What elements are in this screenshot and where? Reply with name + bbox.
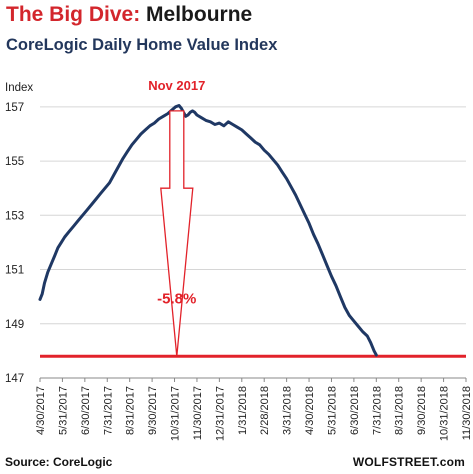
chart-title-part2: Melbourne [146,3,253,26]
drop-label: -5.8% [157,290,196,307]
x-tick-label: 3/31/2018 [282,386,294,435]
x-tick-label: 11/30/2018 [461,386,473,440]
x-tick-label: 6/30/2017 [80,386,92,435]
y-tick-label: 155 [5,156,24,168]
drop-arrow [160,110,194,357]
y-tick-label: 149 [5,319,24,331]
chart-title: The Big Dive: Melbourne [6,3,252,27]
y-tick-label: 147 [5,373,24,385]
x-tick-label: 11/30/2017 [192,386,204,440]
x-tick-label: 10/31/2017 [170,386,182,441]
x-tick-label: 9/30/2017 [147,386,159,435]
chart-subtitle: CoreLogic Daily Home Value Index [6,36,278,54]
brand-label: WOLFSTREET.com [352,455,465,469]
x-tick-label: 4/30/2017 [35,386,47,435]
y-tick-label: 157 [5,102,24,114]
x-tick-label: 8/31/2017 [125,386,137,435]
x-tick-label: 1/31/2018 [237,386,249,435]
peak-label: Nov 2017 [148,78,205,93]
x-tick-label: 4/30/2018 [304,386,316,435]
x-tick-label: 8/31/2018 [394,386,406,435]
x-tick-label: 7/31/2017 [102,386,114,435]
x-tick-label: 2/28/2018 [259,386,271,435]
x-tick-label: 5/31/2018 [326,386,338,435]
x-tick-label: 12/31/2017 [214,386,226,441]
chart-title-part1: The Big Dive [6,3,134,26]
x-tick-label: 5/31/2017 [57,386,69,435]
y-axis-label: Index [5,82,33,94]
index-series-line [38,104,378,357]
chart-title-separator: : [133,3,141,26]
x-tick-label: 10/31/2018 [439,386,451,441]
y-tick-label: 153 [5,210,24,222]
x-tick-label: 9/30/2018 [416,386,428,435]
x-tick-label: 7/31/2018 [371,386,383,435]
y-tick-label: 151 [5,265,24,277]
source-note: Source: CoreLogic [5,455,113,469]
x-tick-label: 6/30/2018 [349,386,361,435]
